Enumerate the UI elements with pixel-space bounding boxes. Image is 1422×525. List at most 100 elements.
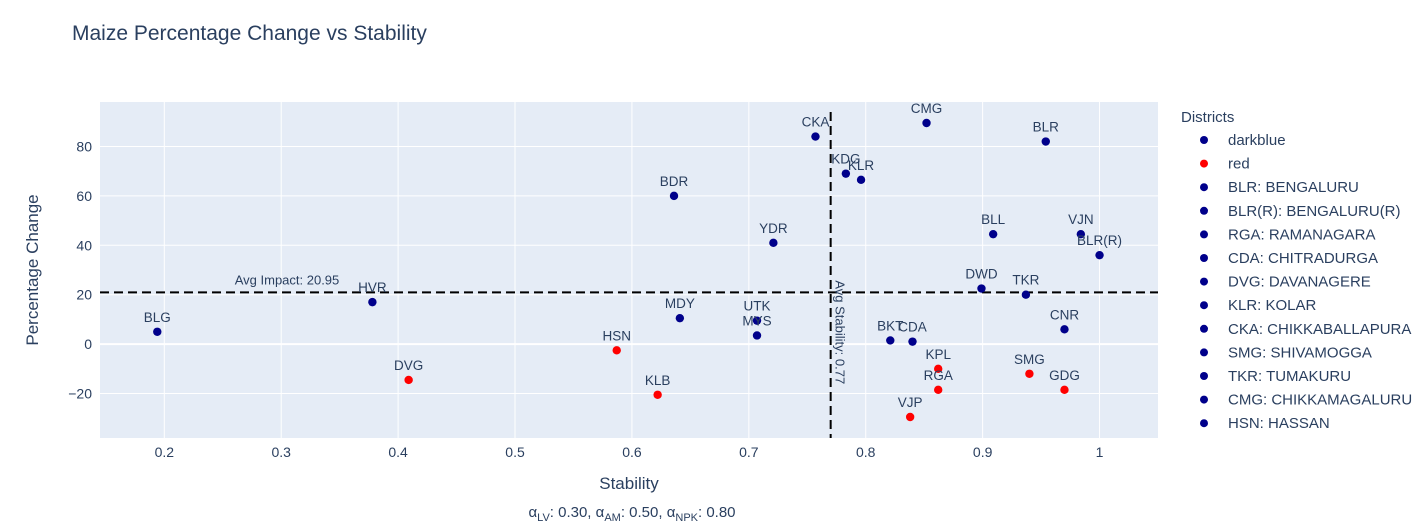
point-tkr xyxy=(1021,290,1031,299)
x-tick-label: 0.3 xyxy=(271,444,291,460)
legend-entry[interactable]: BLR(R): BENGALURU(R) xyxy=(1228,203,1401,220)
legend-marker[interactable] xyxy=(1200,230,1208,239)
y-tick-labels: −20 0 20 40 60 80 xyxy=(68,138,92,401)
x-tick-labels: 0.2 0.3 0.4 0.5 0.6 0.7 0.8 0.9 1 xyxy=(155,444,1104,460)
point-label: MDY xyxy=(665,296,695,311)
point-dwd xyxy=(977,284,986,293)
legend-entry[interactable]: RGA: RAMANAGARA xyxy=(1228,226,1376,243)
legend-marker[interactable] xyxy=(1200,419,1208,428)
grid-lines xyxy=(100,102,1158,438)
point-hsn xyxy=(612,346,621,355)
point-bdr xyxy=(669,191,679,201)
y-tick-label: 60 xyxy=(76,188,92,204)
point-kdg xyxy=(841,169,851,178)
chart-title: Maize Percentage Change vs Stability xyxy=(72,22,427,45)
x-axis-title: Stability xyxy=(599,474,659,493)
point-utk xyxy=(752,316,762,325)
point-dvg xyxy=(404,375,413,385)
legend-entry[interactable]: darkblue xyxy=(1228,132,1286,149)
point-label: DWD xyxy=(965,267,997,282)
legend-entry[interactable]: SMG: SHIVAMOGGA xyxy=(1228,344,1372,361)
point-label: KDG xyxy=(831,152,860,167)
point-label: YDR xyxy=(759,221,788,236)
point-label: BLG xyxy=(144,310,171,325)
avg-impact-label: Avg Impact: 20.95 xyxy=(235,272,340,287)
legend-marker[interactable] xyxy=(1200,395,1208,404)
point-label: BLL xyxy=(981,212,1006,227)
point-cnr xyxy=(1060,325,1069,334)
alpha-symbol: α xyxy=(528,504,537,521)
alpha-subscript: NPK xyxy=(675,512,698,524)
footnote-alpha-values: αLV: 0.30, αAM: 0.50, αNPK: 0.80 xyxy=(528,504,735,524)
y-tick-label: 20 xyxy=(76,287,92,303)
legend-marker[interactable] xyxy=(1200,206,1208,215)
y-tick-label: 40 xyxy=(76,237,92,253)
alpha-symbol: α xyxy=(667,504,676,521)
point-blr xyxy=(1041,137,1050,146)
point-label: RGA xyxy=(924,368,953,383)
x-tick-label: 0.2 xyxy=(155,444,175,460)
point-label: BDR xyxy=(660,174,689,189)
y-axis-title: Percentage Change xyxy=(23,194,42,345)
y-tick-label: 80 xyxy=(76,138,92,154)
x-tick-label: 0.5 xyxy=(505,444,525,460)
alpha-value: : 0.30, xyxy=(550,504,596,521)
legend-marker[interactable] xyxy=(1200,183,1208,192)
point-label: GDG xyxy=(1049,368,1080,383)
legend-entry[interactable]: DVG: DAVANAGERE xyxy=(1228,274,1371,291)
point-hvr xyxy=(368,297,377,307)
legend-entry[interactable]: BLR: BENGALURU xyxy=(1228,179,1359,196)
legend-marker[interactable] xyxy=(1200,159,1208,168)
point-bll xyxy=(988,229,998,239)
point-cda xyxy=(908,337,917,346)
point-label: KLR xyxy=(848,158,875,173)
alpha-value: : 0.80 xyxy=(698,504,736,521)
point-kpl xyxy=(934,364,943,374)
point-cka xyxy=(811,132,820,141)
point-mdy xyxy=(675,313,685,323)
point-klr xyxy=(856,175,866,185)
x-tick-label: 0.7 xyxy=(739,444,759,460)
legend-entry[interactable]: HSN: HASSAN xyxy=(1228,415,1330,432)
point-label: CNR xyxy=(1050,307,1079,322)
point-label: TKR xyxy=(1012,273,1039,288)
legend-marker[interactable] xyxy=(1200,136,1208,144)
point-label: CDA xyxy=(898,320,927,335)
point-blrr xyxy=(1095,250,1104,260)
point-bkt xyxy=(886,336,895,345)
x-tick-label: 0.8 xyxy=(856,444,876,460)
avg-stability-label: Avg Stability: 0.77 xyxy=(833,280,848,384)
legend-entry[interactable]: red xyxy=(1228,156,1250,173)
point-label: SMG xyxy=(1014,352,1045,367)
legend-entry[interactable]: CKA: CHIKKABALLAPURA xyxy=(1228,321,1411,338)
point-label: DVG xyxy=(394,358,423,373)
legend-entry[interactable]: CDA: CHITRADURGA xyxy=(1228,250,1378,267)
point-label: VJP xyxy=(898,395,923,410)
alpha-symbol: α xyxy=(596,504,605,521)
legend-title: Districts xyxy=(1181,109,1234,126)
legend-marker[interactable] xyxy=(1200,277,1208,286)
point-gdg xyxy=(1060,385,1069,395)
legend-marker[interactable] xyxy=(1200,254,1208,262)
point-label: MYS xyxy=(742,313,771,328)
legend-marker[interactable] xyxy=(1200,301,1208,310)
legend-entry[interactable]: KLR: KOLAR xyxy=(1228,297,1317,314)
point-label: BLR xyxy=(1033,120,1060,135)
point-rga xyxy=(934,385,943,395)
legend: Districts darkblue red BLR: BENGALURU BLR(R)… xyxy=(1181,109,1412,432)
legend-entry[interactable]: TKR: TUMAKURU xyxy=(1228,368,1351,385)
x-tick-label: 0.4 xyxy=(388,444,408,460)
point-vjp xyxy=(905,412,915,422)
legend-marker[interactable] xyxy=(1200,324,1208,333)
point-klb xyxy=(653,390,662,399)
legend-marker[interactable] xyxy=(1200,372,1208,380)
alpha-value: : 0.50, xyxy=(621,504,667,521)
x-tick-label: 0.9 xyxy=(973,444,993,460)
point-mys xyxy=(752,331,762,340)
x-tick-label: 1 xyxy=(1096,444,1104,460)
legend-marker[interactable] xyxy=(1200,348,1208,357)
legend-entry[interactable]: CMG: CHIKKAMAGALURU xyxy=(1228,392,1412,409)
point-label: HVR xyxy=(358,280,387,295)
